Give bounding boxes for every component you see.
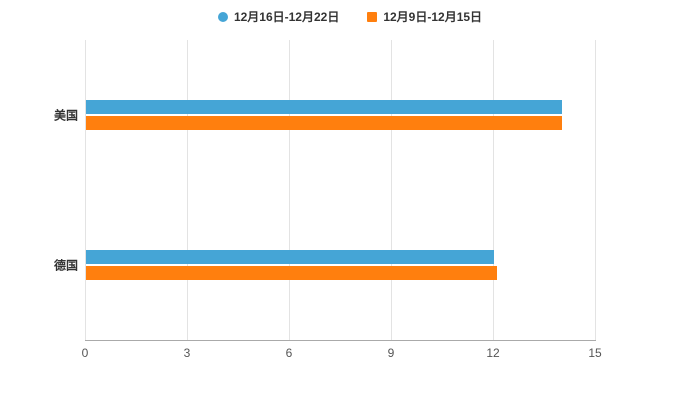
legend-item-week1[interactable]: 12月9日-12月15日 bbox=[367, 8, 482, 25]
x-tick-label: 3 bbox=[183, 346, 191, 360]
x-tick-label: 12 bbox=[486, 346, 500, 360]
legend-circle-marker-icon bbox=[217, 11, 228, 22]
x-tick-label: 6 bbox=[285, 346, 293, 360]
gridline bbox=[289, 40, 290, 340]
x-axis-line bbox=[85, 340, 596, 341]
x-tick-label: 9 bbox=[387, 346, 395, 360]
category-label: 德国 bbox=[53, 258, 78, 273]
legend-square-marker-icon bbox=[367, 11, 378, 22]
bar-12月16日-12月22日[interactable] bbox=[86, 100, 562, 114]
legend: 12月16日-12月22日 12月9日-12月15日 bbox=[0, 8, 700, 25]
bar-12月9日-12月15日[interactable] bbox=[86, 266, 497, 280]
bar-12月16日-12月22日[interactable] bbox=[86, 250, 494, 264]
gridline bbox=[493, 40, 494, 340]
bar-12月9日-12月15日[interactable] bbox=[86, 116, 562, 130]
x-tick-label: 15 bbox=[588, 346, 602, 360]
x-tick-label: 0 bbox=[81, 346, 89, 360]
legend-item-week2[interactable]: 12月16日-12月22日 bbox=[217, 8, 340, 25]
gridline bbox=[595, 40, 596, 340]
category-label: 美国 bbox=[53, 108, 78, 123]
gridline bbox=[85, 40, 86, 340]
legend-label: 12月16日-12月22日 bbox=[233, 10, 340, 24]
plot-area bbox=[85, 40, 596, 340]
gridline bbox=[187, 40, 188, 340]
gridline bbox=[391, 40, 392, 340]
legend-label: 12月9日-12月15日 bbox=[383, 10, 483, 24]
